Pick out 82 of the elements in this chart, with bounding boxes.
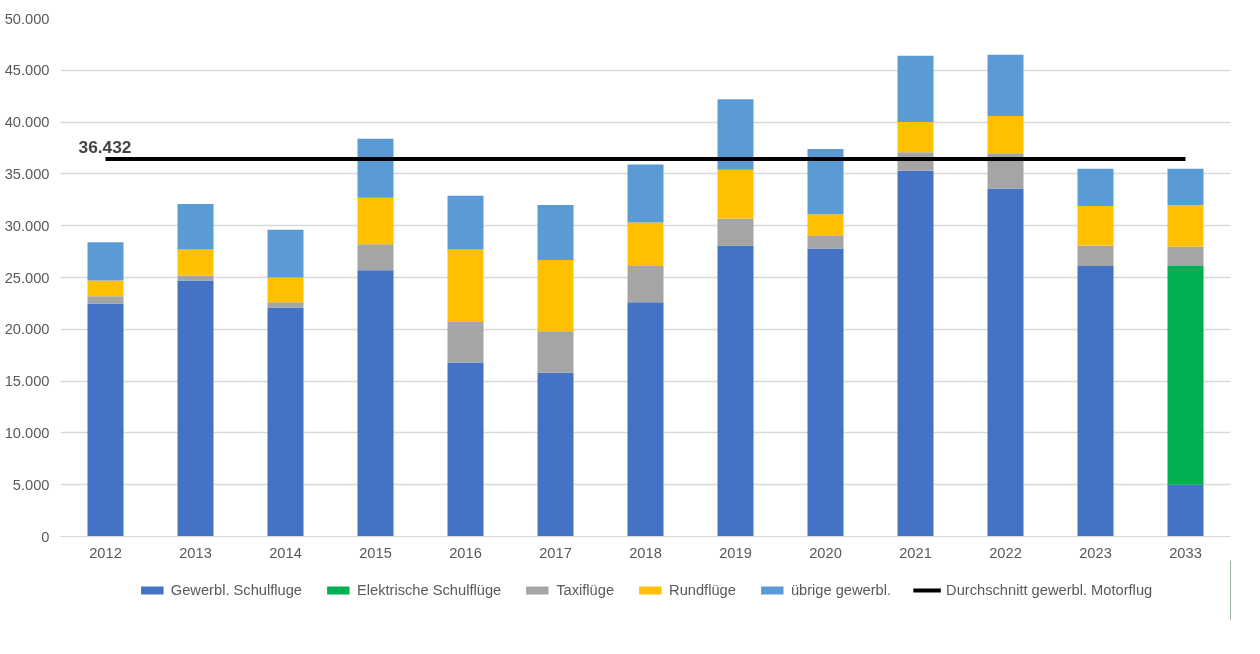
bar (447, 322, 484, 363)
bar (357, 138, 394, 198)
bar (627, 164, 664, 223)
x-tick-label: 2022 (989, 544, 1022, 561)
bar (357, 244, 394, 271)
bar (447, 362, 484, 537)
bar (537, 331, 574, 373)
bar (1167, 204, 1204, 247)
bar (87, 242, 124, 281)
y-tick-label: 50.000 (4, 10, 50, 27)
bar (537, 372, 574, 537)
y-tick-label: 10.000 (4, 424, 50, 441)
bar (267, 302, 304, 308)
bar (897, 122, 934, 153)
bar (87, 280, 124, 297)
x-tick-label: 2017 (539, 544, 572, 561)
y-tick-label: 35.000 (4, 165, 50, 182)
y-tick-label: 45.000 (4, 62, 50, 79)
y-tick-label: 15.000 (4, 373, 50, 390)
bar (177, 280, 214, 537)
x-tick-label: 2013 (179, 544, 212, 561)
bar (267, 229, 304, 278)
bar (177, 275, 214, 281)
bar (177, 249, 214, 276)
bar (807, 236, 844, 249)
bar (807, 248, 844, 537)
x-tick-label: 2019 (719, 544, 752, 561)
bar (897, 55, 934, 123)
bar (717, 169, 754, 219)
bar (447, 249, 484, 323)
bar (897, 170, 934, 537)
bar (717, 245, 754, 537)
bar (1167, 168, 1204, 205)
x-tick-label: 2015 (359, 544, 392, 561)
y-tick-label: 0 (41, 528, 50, 545)
bar (1167, 484, 1204, 537)
bar (357, 270, 394, 537)
y-tick-label: 20.000 (4, 321, 50, 338)
x-tick-label: 2020 (809, 544, 842, 561)
bar (357, 197, 394, 245)
x-tick-label: 2016 (449, 544, 482, 561)
bar (807, 214, 844, 237)
legend-label: Durchschnitt gewerbl. Motorflug (946, 582, 1153, 598)
legend-label: übrige gewerbl. (790, 582, 892, 598)
bar (537, 204, 574, 260)
bar (447, 195, 484, 250)
bar (267, 277, 304, 303)
x-tick-label: 2014 (269, 544, 302, 561)
bar (1077, 245, 1114, 267)
bar (1077, 168, 1114, 207)
bar (627, 302, 664, 537)
y-tick-label: 5.000 (12, 476, 50, 493)
bar (807, 149, 844, 215)
bar (987, 115, 1024, 154)
bar (1077, 206, 1114, 246)
legend-label: Rundflüge (669, 582, 736, 598)
legend-label: Elektrische Schulflüge (356, 582, 502, 598)
y-tick-label: 25.000 (4, 269, 50, 286)
bar (177, 203, 214, 250)
bar (717, 99, 754, 170)
x-tick-label: 2018 (629, 544, 662, 561)
bar (537, 259, 574, 332)
bar (627, 222, 664, 267)
bar (87, 303, 124, 537)
bar (87, 296, 124, 304)
bar (987, 188, 1024, 537)
x-tick-label: 2023 (1079, 544, 1112, 561)
bar (1167, 266, 1204, 485)
x-tick-label: 2012 (89, 544, 122, 561)
y-tick-label: 40.000 (4, 114, 50, 131)
bar (627, 266, 664, 303)
x-tick-label: 2021 (899, 544, 932, 561)
bar (1167, 246, 1204, 267)
bar (1077, 266, 1114, 537)
bar (267, 307, 304, 537)
annotation: 36.432 (78, 137, 132, 158)
x-tick-label: 2033 (1169, 544, 1202, 561)
bar (987, 54, 1024, 116)
y-tick-label: 30.000 (4, 217, 50, 234)
bar (717, 218, 754, 246)
legend-label: Gewerbl. Schulfluge (170, 582, 302, 598)
legend-label: Taxiflüge (556, 582, 615, 598)
